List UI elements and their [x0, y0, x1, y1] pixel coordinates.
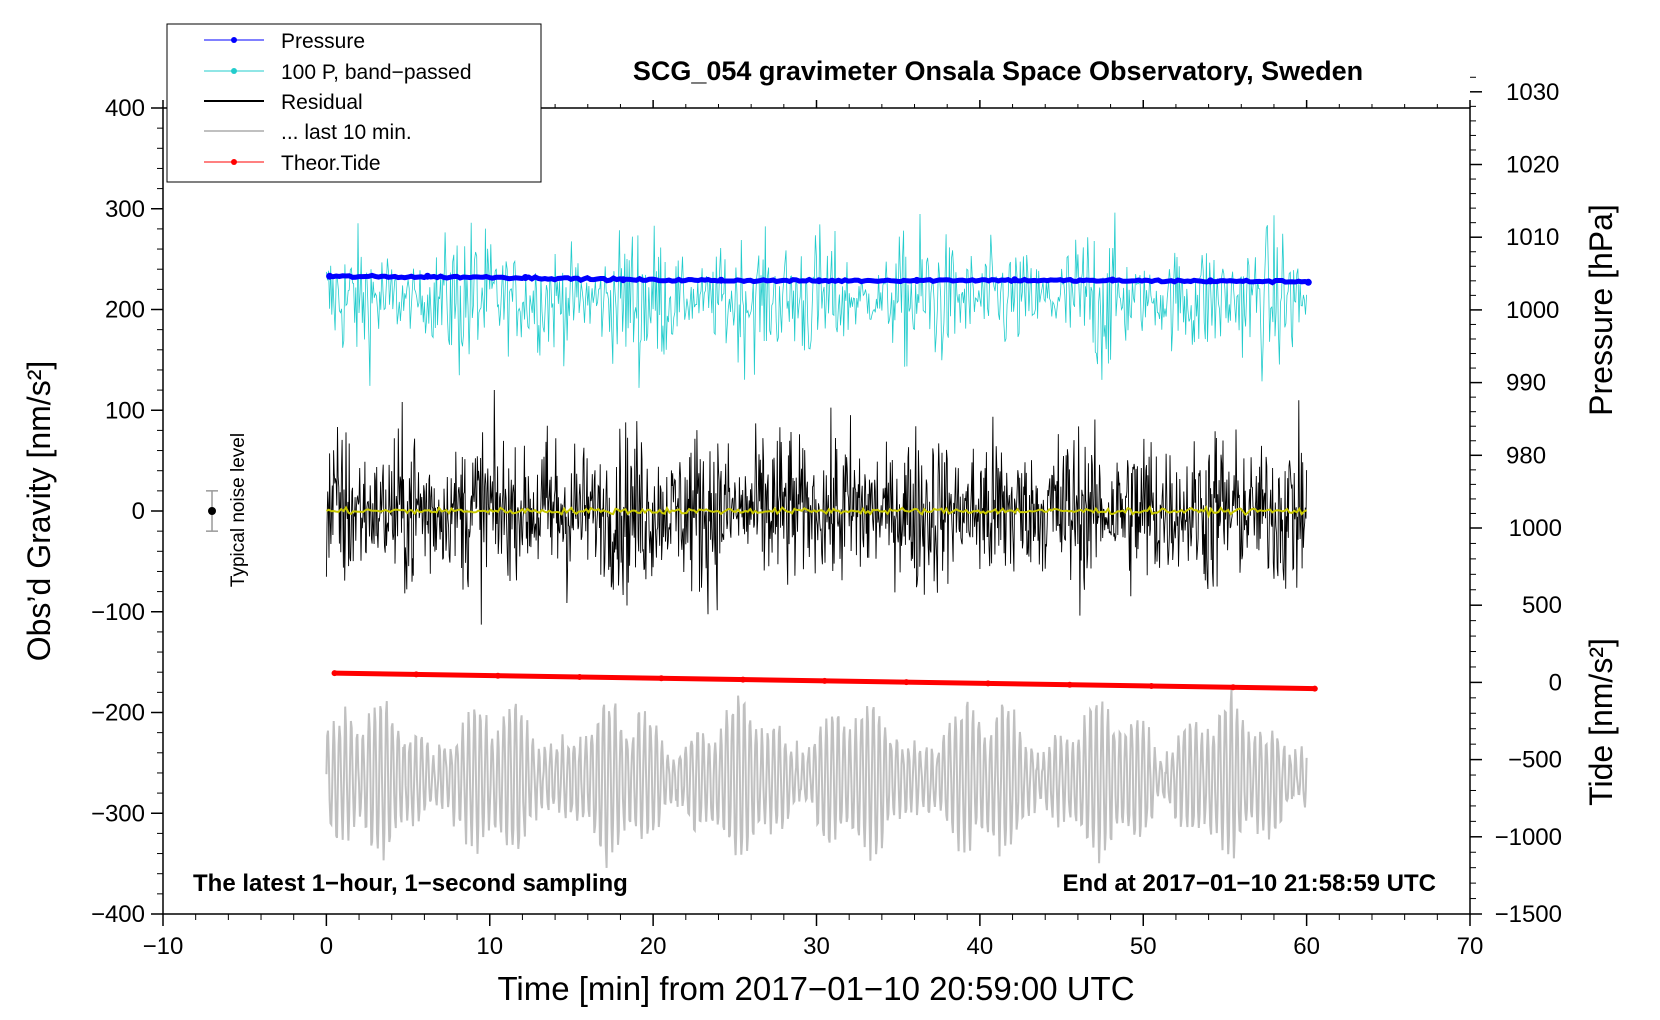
legend-box: [166, 23, 542, 183]
tide-point: [739, 676, 746, 683]
pressure-tick-label: 1020: [1506, 152, 1559, 179]
legend-marker-bandpassed: [231, 68, 237, 74]
pressure-tick-label: 1000: [1506, 297, 1559, 324]
y-tick-label: 0: [132, 498, 145, 525]
x-tick-label: 60: [1293, 933, 1320, 960]
pressure-tick-label: 980: [1506, 442, 1546, 469]
pressure-point: [815, 277, 823, 285]
tide-point: [576, 673, 583, 680]
tide-point: [331, 670, 338, 677]
y-axis-label-tide: Tide [nm/s²]: [1583, 638, 1619, 806]
y-axis-label-pressure: Pressure [hPa]: [1583, 204, 1619, 416]
pressure-point: [326, 272, 334, 280]
legend-marker-tide: [231, 159, 237, 165]
annotation-sampling: The latest 1−hour, 1−second sampling: [193, 870, 628, 897]
pressure-point: [1304, 278, 1312, 286]
legend-label-bandpassed: 100 P, band−passed: [281, 61, 472, 84]
legend-label-pressure: Pressure: [281, 30, 365, 53]
y-tick-label: −400: [91, 901, 145, 928]
tide-point: [1066, 681, 1073, 688]
tide-tick-label: 500: [1522, 592, 1562, 619]
tide-tick-label: 0: [1549, 669, 1562, 696]
x-tick-label: 10: [476, 933, 503, 960]
x-tick-label: 40: [967, 933, 994, 960]
x-axis-label: Time [min] from 2017−01−10 20:59:00 UTC: [497, 970, 1134, 1007]
series-layer: [206, 212, 1318, 868]
pressure-point: [717, 276, 725, 284]
y-axis-label-left: Obs’d Gravity [nm/s²]: [21, 361, 57, 662]
series-residual-smoothed-line: [325, 505, 1308, 519]
tide-tick-label: 1000: [1509, 515, 1562, 542]
series-last10min-line: [325, 689, 1308, 868]
noise-bar-point: [208, 507, 217, 515]
x-tick-label: 0: [320, 933, 333, 960]
x-tick-label: 30: [803, 933, 830, 960]
pressure-tick-label: 990: [1506, 370, 1546, 397]
legend: Pressure 100 P, band−passed Residual ...…: [166, 23, 542, 183]
pressure-point: [1206, 277, 1214, 285]
tide-point: [1230, 684, 1237, 691]
legend-label-last10: ... last 10 min.: [281, 121, 412, 144]
series-residual-line: [325, 389, 1308, 625]
legend-label-tide: Theor.Tide: [281, 152, 381, 175]
y-tick-label: 300: [105, 196, 145, 223]
pressure-point: [619, 276, 627, 284]
pressure-point: [1011, 276, 1019, 284]
tide-tick-label: −500: [1508, 747, 1562, 774]
x-tick-label: 50: [1130, 933, 1157, 960]
annotation-end-time: End at 2017−01−10 21:58:59 UTC: [1062, 870, 1436, 897]
noise-level-label: Typical noise level: [228, 433, 249, 587]
y-tick-label: 100: [105, 397, 145, 424]
pressure-tick-label: 1010: [1506, 224, 1559, 251]
pressure-point: [521, 274, 529, 281]
y-tick-label: −300: [91, 800, 145, 827]
x-tick-label: 70: [1457, 933, 1484, 960]
ticks-layer: −10 0 10 20 30 40 50 60 704003002001000−100−200−…: [91, 76, 1562, 960]
legend-marker-pressure: [231, 37, 237, 43]
legend-label-residual: Residual: [281, 91, 363, 114]
pressure-point: [913, 276, 921, 284]
pressure-point: [1109, 276, 1116, 284]
tide-point: [1148, 683, 1155, 690]
tide-point: [903, 679, 910, 686]
tide-point: [1311, 685, 1318, 692]
x-tick-label: −10: [143, 933, 184, 960]
tide-point: [658, 675, 665, 682]
y-tick-label: −100: [91, 599, 145, 626]
series-bandpassed-line: [326, 212, 1307, 388]
y-tick-label: 400: [105, 95, 145, 122]
pressure-point: [424, 272, 431, 280]
tide-tick-label: −1500: [1495, 901, 1562, 928]
chart-title: SCG_054 gravimeter Onsala Space Observat…: [633, 56, 1363, 86]
x-tick-label: 20: [640, 933, 667, 960]
y-tick-label: −200: [91, 700, 145, 727]
tide-point: [985, 680, 992, 687]
tide-point: [413, 671, 420, 678]
tide-tick-label: −1000: [1495, 824, 1562, 851]
y-tick-label: 200: [105, 297, 145, 324]
tide-point: [821, 677, 828, 684]
pressure-tick-label: 1030: [1506, 79, 1559, 106]
tide-point: [494, 672, 501, 679]
